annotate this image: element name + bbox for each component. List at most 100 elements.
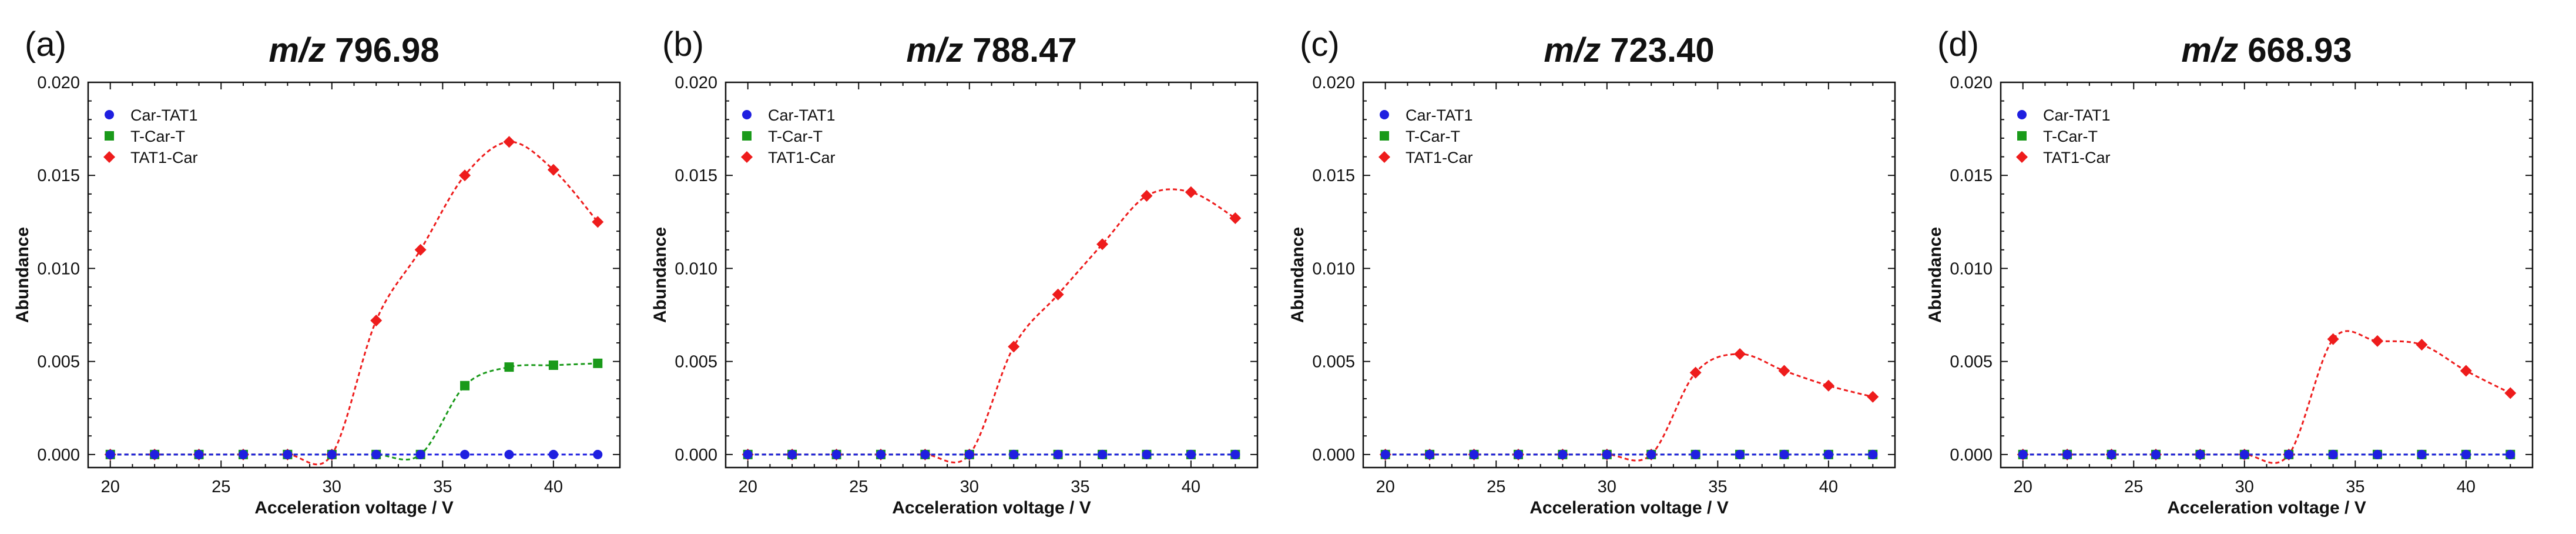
- legend-marker-car-tat1: [105, 110, 114, 119]
- data-point-tat1-car: [1052, 288, 1064, 301]
- y-tick-label: 0.010: [1950, 259, 1993, 278]
- legend-marker-t-car-t: [2017, 131, 2027, 141]
- series-line-tat1-car: [747, 188, 1236, 463]
- data-point-car-tat1: [1469, 449, 1479, 459]
- chart-title-prefix: m/z: [2181, 31, 2238, 69]
- y-tick-label: 0.015: [1312, 166, 1355, 185]
- data-point-car-tat1: [548, 449, 558, 459]
- chart-title: m/z 788.47: [906, 31, 1076, 69]
- x-tick-label: 25: [1487, 478, 1505, 496]
- y-tick-label: 0.010: [37, 259, 80, 278]
- chart-title-value: 668.93: [2238, 31, 2352, 69]
- data-point-car-tat1: [593, 449, 603, 459]
- chart-title: m/z 723.40: [1544, 31, 1714, 69]
- y-tick-label: 0.000: [1312, 446, 1355, 465]
- data-point-tat1-car: [547, 163, 559, 176]
- y-tick-label: 0.000: [675, 446, 717, 465]
- data-point-car-tat1: [2284, 449, 2294, 459]
- y-tick-label: 0.015: [1950, 166, 1993, 185]
- data-point-tat1-car: [1185, 186, 1197, 198]
- data-point-car-tat1: [2461, 449, 2471, 459]
- y-axis-label: Abundance: [13, 227, 32, 323]
- data-point-car-tat1: [2062, 449, 2072, 459]
- x-tick-label: 30: [1598, 478, 1616, 496]
- y-tick-label: 0.005: [1950, 353, 1993, 372]
- data-point-car-tat1: [1646, 449, 1656, 459]
- data-point-car-tat1: [1053, 449, 1063, 459]
- chart-title-value: 796.98: [326, 31, 440, 69]
- data-point-car-tat1: [1558, 449, 1568, 459]
- y-tick-label: 0.015: [675, 166, 717, 185]
- data-point-car-tat1: [2195, 449, 2205, 459]
- legend-label: Car-TAT1: [768, 106, 836, 124]
- series-line-tat1-car: [110, 141, 599, 466]
- data-point-tat1-car: [1822, 379, 1834, 392]
- x-tick-label: 20: [739, 478, 757, 496]
- data-point-car-tat1: [2417, 449, 2427, 459]
- data-point-tat1-car: [1008, 341, 1020, 353]
- panel-label: (c): [1300, 25, 1340, 64]
- y-tick-label: 0.015: [37, 166, 80, 185]
- data-point-tat1-car: [1229, 212, 1242, 224]
- chart-title-prefix: m/z: [1544, 31, 1601, 69]
- data-point-tat1-car: [1689, 366, 1702, 379]
- data-point-t-car-t: [593, 358, 603, 368]
- chart-title-prefix: m/z: [269, 31, 326, 69]
- y-axis-label: Abundance: [1926, 227, 1945, 323]
- data-point-tat1-car: [2372, 335, 2384, 347]
- data-point-car-tat1: [194, 449, 204, 459]
- data-point-tat1-car: [2460, 365, 2472, 377]
- legend-marker-t-car-t: [742, 131, 752, 141]
- data-point-tat1-car: [370, 315, 383, 327]
- x-tick-label: 20: [2014, 478, 2032, 496]
- legend-marker-t-car-t: [1380, 131, 1389, 141]
- data-point-tat1-car: [1141, 190, 1153, 202]
- legend-label: TAT1-Car: [2043, 149, 2111, 166]
- legend-label: Car-TAT1: [1406, 106, 1473, 124]
- data-point-t-car-t: [548, 360, 558, 370]
- y-tick-label: 0.005: [37, 353, 80, 372]
- panel-label: (d): [1937, 25, 1979, 64]
- legend-label: Car-TAT1: [2043, 106, 2111, 124]
- chart-panel-d: (d) m/z 668.93 0.000 0.005 0.010 0.015 0.020 20…: [1926, 25, 2534, 518]
- x-tick-label: 25: [2124, 478, 2143, 496]
- data-point-car-tat1: [1380, 449, 1390, 459]
- y-tick-label: 0.020: [1950, 74, 1993, 92]
- data-point-tat1-car: [1778, 365, 1790, 377]
- data-point-t-car-t: [460, 381, 470, 391]
- data-point-car-tat1: [1513, 449, 1523, 459]
- data-point-car-tat1: [1186, 449, 1196, 459]
- data-point-t-car-t: [504, 362, 514, 372]
- chart-panel-b: (b) m/z 788.47 0.000 0.005 0.010 0.015 0.020 20…: [650, 25, 1259, 518]
- data-point-car-tat1: [1009, 449, 1019, 459]
- legend-label: T-Car-T: [1406, 128, 1460, 145]
- x-axis-label: Acceleration voltage / V: [2167, 498, 2366, 518]
- data-point-car-tat1: [2373, 449, 2383, 459]
- legend-marker-car-tat1: [2017, 110, 2027, 119]
- data-point-car-tat1: [920, 449, 930, 459]
- legend-label: TAT1-Car: [130, 149, 198, 166]
- chart-title-value: 723.40: [1601, 31, 1715, 69]
- x-tick-label: 30: [960, 478, 979, 496]
- data-point-car-tat1: [150, 449, 160, 459]
- chart-title-value: 788.47: [963, 31, 1077, 69]
- data-point-car-tat1: [787, 449, 797, 459]
- chart-panel-a: (a) m/z 796.98 0.000 0.005 0.010 0.015 0.020 20…: [13, 25, 621, 518]
- y-tick-label: 0.010: [1312, 259, 1355, 278]
- legend-label: T-Car-T: [2043, 128, 2098, 145]
- x-tick-label: 35: [1071, 478, 1089, 496]
- x-tick-label: 35: [433, 478, 452, 496]
- data-point-car-tat1: [1779, 449, 1789, 459]
- data-point-car-tat1: [2018, 449, 2028, 459]
- data-point-car-tat1: [327, 449, 337, 459]
- y-tick-label: 0.020: [37, 74, 80, 92]
- y-tick-label: 0.000: [37, 446, 80, 465]
- y-tick-label: 0.020: [1312, 74, 1355, 92]
- data-point-car-tat1: [504, 449, 514, 459]
- x-tick-label: 40: [2457, 478, 2476, 496]
- legend-label: T-Car-T: [130, 128, 185, 145]
- data-point-car-tat1: [238, 449, 248, 459]
- x-tick-label: 20: [101, 478, 120, 496]
- legend-marker-tat1-car: [741, 151, 753, 163]
- y-tick-label: 0.005: [675, 353, 717, 372]
